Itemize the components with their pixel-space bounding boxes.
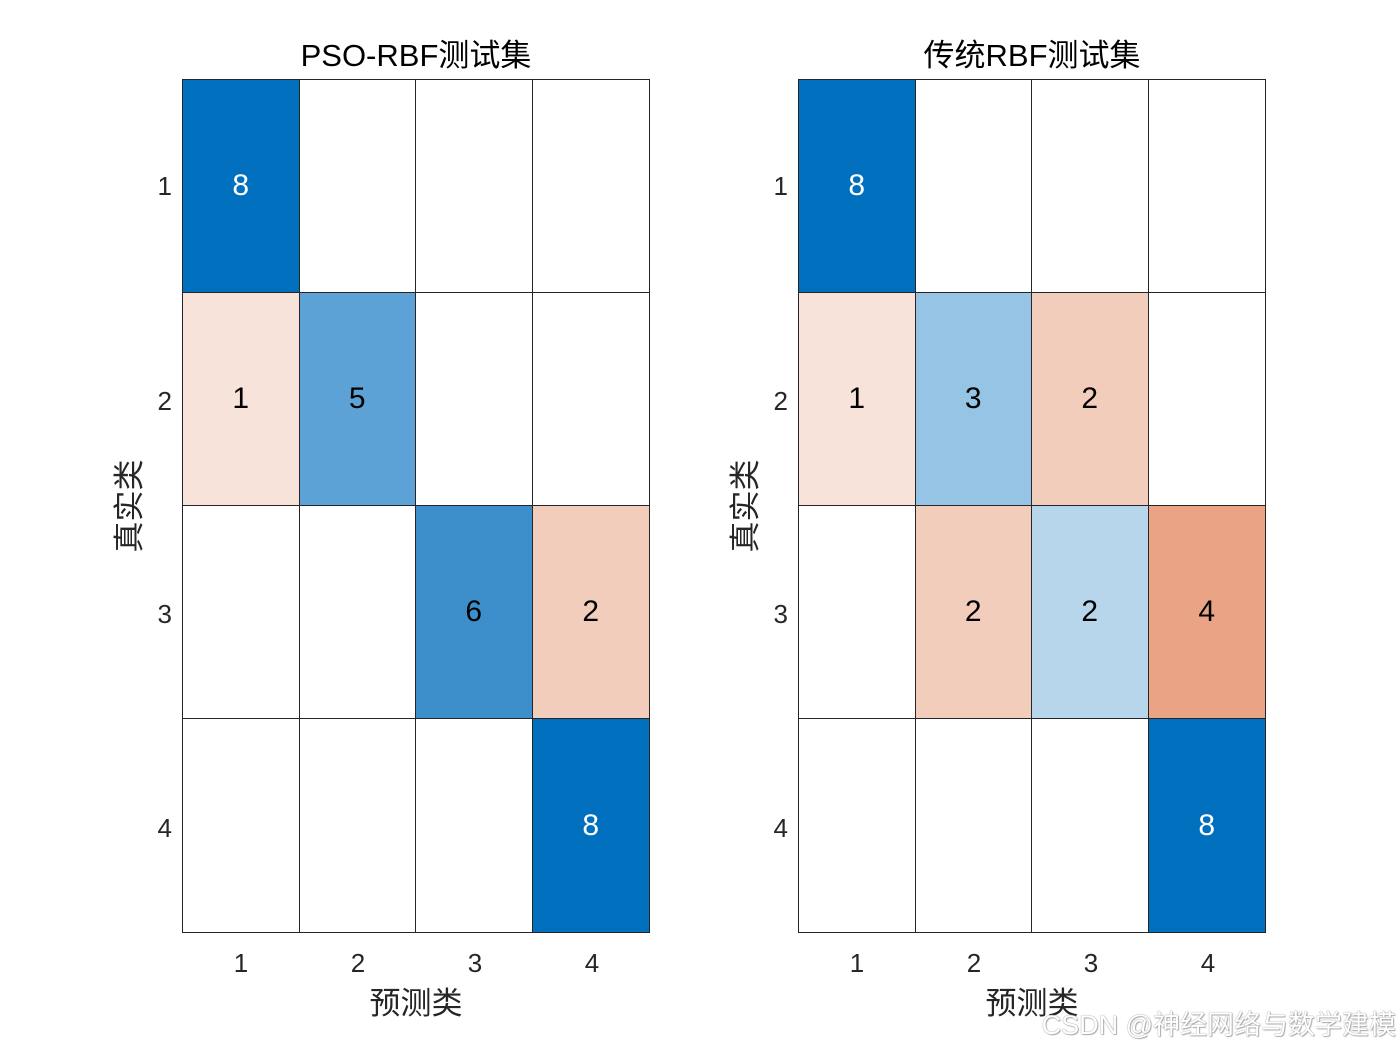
y-tick-4: 4 <box>773 813 788 843</box>
matrix-cell <box>1148 80 1265 293</box>
cell-value: 8 <box>848 169 866 202</box>
y-tick-3: 3 <box>157 599 172 629</box>
matrix-cell <box>799 719 916 932</box>
cell-value: 2 <box>1081 382 1099 415</box>
x-tick-2: 2 <box>350 948 366 978</box>
cell-value: 8 <box>1198 808 1216 842</box>
matrix-cell <box>299 80 416 293</box>
chart-title: 传统RBF测试集 <box>923 38 1141 73</box>
matrix-cell: 8 <box>532 719 649 932</box>
y-axis-label: 真实类 <box>112 459 147 553</box>
matrix-cell <box>532 293 649 506</box>
y-tick-1: 1 <box>773 171 788 201</box>
cell-value: 2 <box>964 595 982 628</box>
matrix-cell: 2 <box>532 506 649 719</box>
matrix-cell <box>416 719 533 932</box>
cell-value: 6 <box>465 595 483 628</box>
cell-value: 2 <box>582 595 600 628</box>
cell-value: 2 <box>1081 595 1099 628</box>
cell-value: 3 <box>964 382 982 415</box>
y-tick-2: 2 <box>157 386 172 416</box>
x-tick-1: 1 <box>233 948 249 978</box>
y-tick-4: 4 <box>157 813 172 843</box>
matrix-cell: 5 <box>299 293 416 506</box>
cell-value: 4 <box>1198 595 1216 628</box>
matrix-cell <box>915 80 1032 293</box>
matrix-cell: 8 <box>799 80 916 293</box>
y-tick-1: 1 <box>157 171 172 201</box>
matrix-cell <box>416 293 533 506</box>
matrix-cell <box>1032 80 1149 293</box>
x-axis-label: 预测类 <box>369 986 463 1021</box>
matrix-cell <box>183 506 300 719</box>
matrix-cell <box>1032 719 1149 932</box>
matrix-cell <box>532 80 649 293</box>
matrix-cell: 6 <box>416 506 533 719</box>
cell-value: 1 <box>848 382 866 415</box>
matrix-cell <box>915 719 1032 932</box>
matrix-cell: 3 <box>915 293 1032 506</box>
matrix-cell: 4 <box>1148 506 1265 719</box>
matrix-cell <box>299 719 416 932</box>
cell-value: 8 <box>232 169 250 202</box>
x-axis-label: 预测类 <box>985 986 1079 1021</box>
matrix-cell: 2 <box>1032 293 1149 506</box>
matrix-cell: 2 <box>1032 506 1149 719</box>
x-tick-4: 4 <box>1200 948 1216 978</box>
matrix-cell <box>799 506 916 719</box>
matrix-cell <box>299 506 416 719</box>
y-tick-3: 3 <box>773 599 788 629</box>
matrix-cell <box>183 719 300 932</box>
matrix-cell <box>1148 293 1265 506</box>
confusion-matrix-grid: 8 1 3 2 2 2 4 8 <box>798 79 1266 933</box>
matrix-cell: 8 <box>183 80 300 293</box>
matrix-cell: 1 <box>183 293 300 506</box>
chart-title: PSO-RBF测试集 <box>300 38 532 73</box>
x-tick-2: 2 <box>966 948 982 978</box>
confusion-chart-traditional-rbf: 传统RBF测试集 真实类 1 2 3 4 8 1 3 2 2 2 4 8 1 2 3 4 预测… <box>616 0 1266 1050</box>
cell-value: 8 <box>582 808 600 842</box>
y-tick-2: 2 <box>773 386 788 416</box>
matrix-cell: 2 <box>915 506 1032 719</box>
matrix-cell: 8 <box>1148 719 1265 932</box>
x-tick-4: 4 <box>584 948 600 978</box>
x-tick-3: 3 <box>467 948 483 978</box>
watermark: CSDN @神经网络与数学建模 <box>1041 1010 1396 1040</box>
confusion-matrix-grid: 8 1 5 6 2 8 <box>182 79 650 933</box>
confusion-chart-pso-rbf: PSO-RBF测试集 真实类 1 2 3 4 8 1 5 6 2 8 1 2 3 4 预测… <box>0 0 650 1050</box>
cell-value: 1 <box>232 382 250 415</box>
x-tick-1: 1 <box>849 948 865 978</box>
matrix-cell: 1 <box>799 293 916 506</box>
cell-value: 5 <box>348 382 366 415</box>
y-axis-label: 真实类 <box>728 459 763 553</box>
x-tick-3: 3 <box>1083 948 1099 978</box>
matrix-cell <box>416 80 533 293</box>
